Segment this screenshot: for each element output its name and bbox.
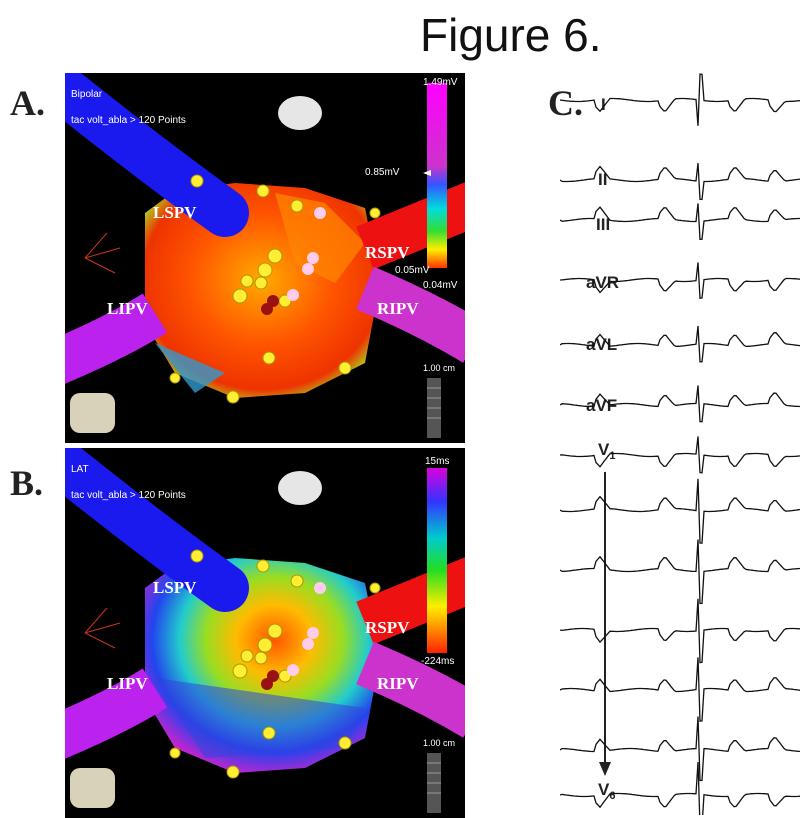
map-info-label: tac volt_abla > 120 Points [71, 490, 186, 501]
scale-max-label: 15ms [425, 456, 450, 467]
ecg-lead-label-avr: aVR [586, 273, 620, 292]
ecg-lead-label-avl: aVL [586, 335, 618, 354]
ecg-lead-subscript: 1 [609, 450, 616, 462]
vein-label-lspv: LSPV [153, 203, 197, 222]
ecg-lead-letter: V [598, 440, 610, 459]
ecg-lead-label-ii: II [598, 170, 608, 189]
distance-scale-label: 1.00 cm [423, 738, 456, 748]
ecg-trace [560, 436, 800, 474]
ecg-trace [560, 478, 800, 544]
vein-label-lipv: LIPV [107, 299, 148, 318]
ecg-trace [560, 598, 800, 664]
ecg-lead-letter: V [598, 780, 610, 799]
ecg-trace [560, 262, 800, 299]
vein-label-ripv: RIPV [377, 299, 419, 318]
vein-label-rspv: RSPV [365, 618, 410, 637]
map-type-label: Bipolar [71, 89, 103, 100]
vein-label-lspv: LSPV [153, 578, 197, 597]
scale-max-label: 1.49mV [423, 77, 458, 88]
ecg-trace [560, 539, 800, 605]
ecg-trace [560, 761, 800, 815]
scale-min-label: -224ms [421, 656, 455, 667]
ecg-lead-label-avf: aVF [586, 396, 618, 415]
activation-map-panel: LAT tac volt_abla > 120 Points 15ms -224… [65, 448, 465, 818]
map-type-label: LAT [71, 464, 89, 475]
panel-label-b: B. [10, 463, 44, 503]
ecg-trace [560, 203, 800, 240]
map-info-label: tac volt_abla > 120 Points [71, 115, 186, 126]
ecg-trace [560, 73, 800, 126]
panel-label-c: C. [548, 83, 583, 123]
vein-label-ripv: RIPV [377, 674, 419, 693]
vein-label-rspv: RSPV [365, 243, 410, 262]
precordial-arrow [599, 472, 611, 776]
ecg-trace [560, 385, 800, 423]
scale-min-label: 0.04mV [423, 280, 458, 291]
distance-scale-label: 1.00 cm [423, 363, 456, 373]
voltage-map-panel: Bipolar tac volt_abla > 120 Points 1.49m… [65, 73, 465, 443]
ecg-traces [560, 73, 800, 815]
ecg-trace [560, 325, 800, 363]
ecg-trace [560, 163, 800, 201]
figure-title: Figure 6. [420, 9, 602, 61]
ecg-lead-label-iii: III [596, 215, 611, 234]
ecg-trace [560, 657, 800, 722]
vein-label-lipv: LIPV [107, 674, 148, 693]
scale-low-label: 0.05mV [395, 265, 430, 276]
ecg-lead-label-v1: V1 [598, 440, 615, 462]
ecg-lead-label-v6: V6 [598, 780, 615, 802]
activation-map-graphic [65, 448, 465, 813]
ecg-lead-subscript: 6 [609, 790, 616, 802]
ecg-lead-label-i: I [601, 95, 606, 114]
ecg-trace [560, 716, 800, 782]
scale-mid-label: 0.85mV [365, 167, 400, 178]
voltage-map-graphic [65, 73, 465, 438]
panel-label-a: A. [10, 83, 45, 123]
